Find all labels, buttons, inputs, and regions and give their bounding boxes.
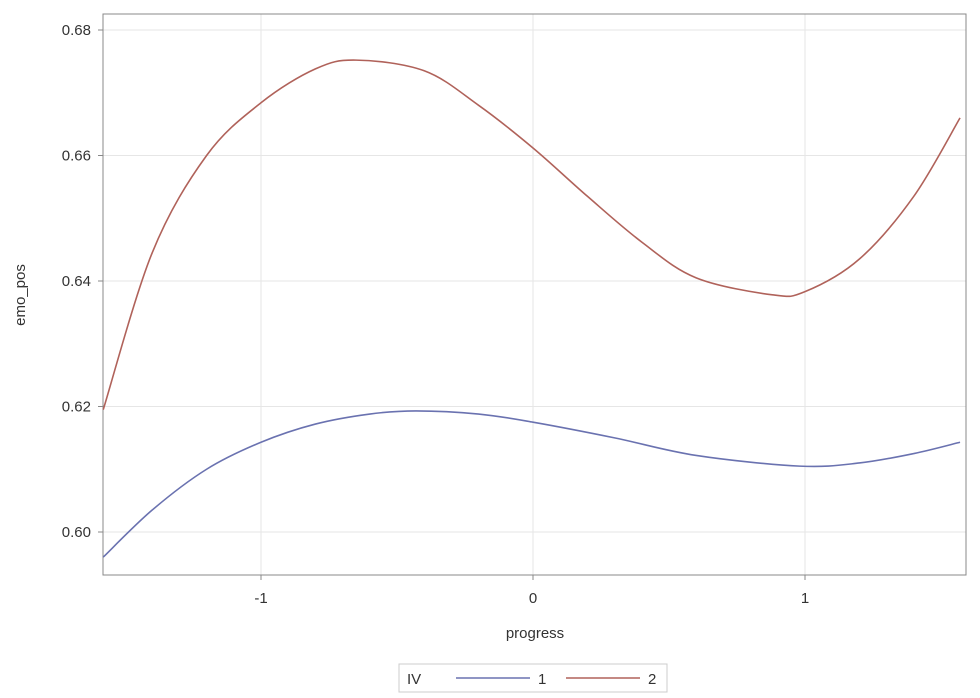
series-lines — [102, 59, 961, 558]
y-tick-label: 0.64 — [62, 273, 91, 290]
y-tick-label: 0.62 — [62, 399, 91, 416]
legend-label-2: 2 — [648, 671, 656, 688]
y-tick-label: 0.60 — [62, 524, 91, 541]
y-tick-label: 0.68 — [62, 22, 91, 39]
legend-title: IV — [407, 671, 421, 688]
plot-frame — [102, 13, 967, 576]
y-axis-label: emo_pos — [12, 264, 29, 326]
series-line-1 — [102, 410, 961, 558]
x-axis-label: progress — [506, 625, 564, 642]
legend: IV 1 2 — [398, 663, 668, 693]
y-tick-label: 0.66 — [62, 148, 91, 165]
x-tick-label: -1 — [254, 590, 267, 607]
series-line-2 — [102, 59, 961, 410]
x-tick-label: 0 — [529, 590, 537, 607]
legend-label-1: 1 — [538, 671, 546, 688]
grid — [103, 14, 966, 575]
x-tick-label: 1 — [801, 590, 809, 607]
tick-labels: -1 0 1 0.60 0.62 0.64 0.66 0.68 — [62, 22, 809, 607]
